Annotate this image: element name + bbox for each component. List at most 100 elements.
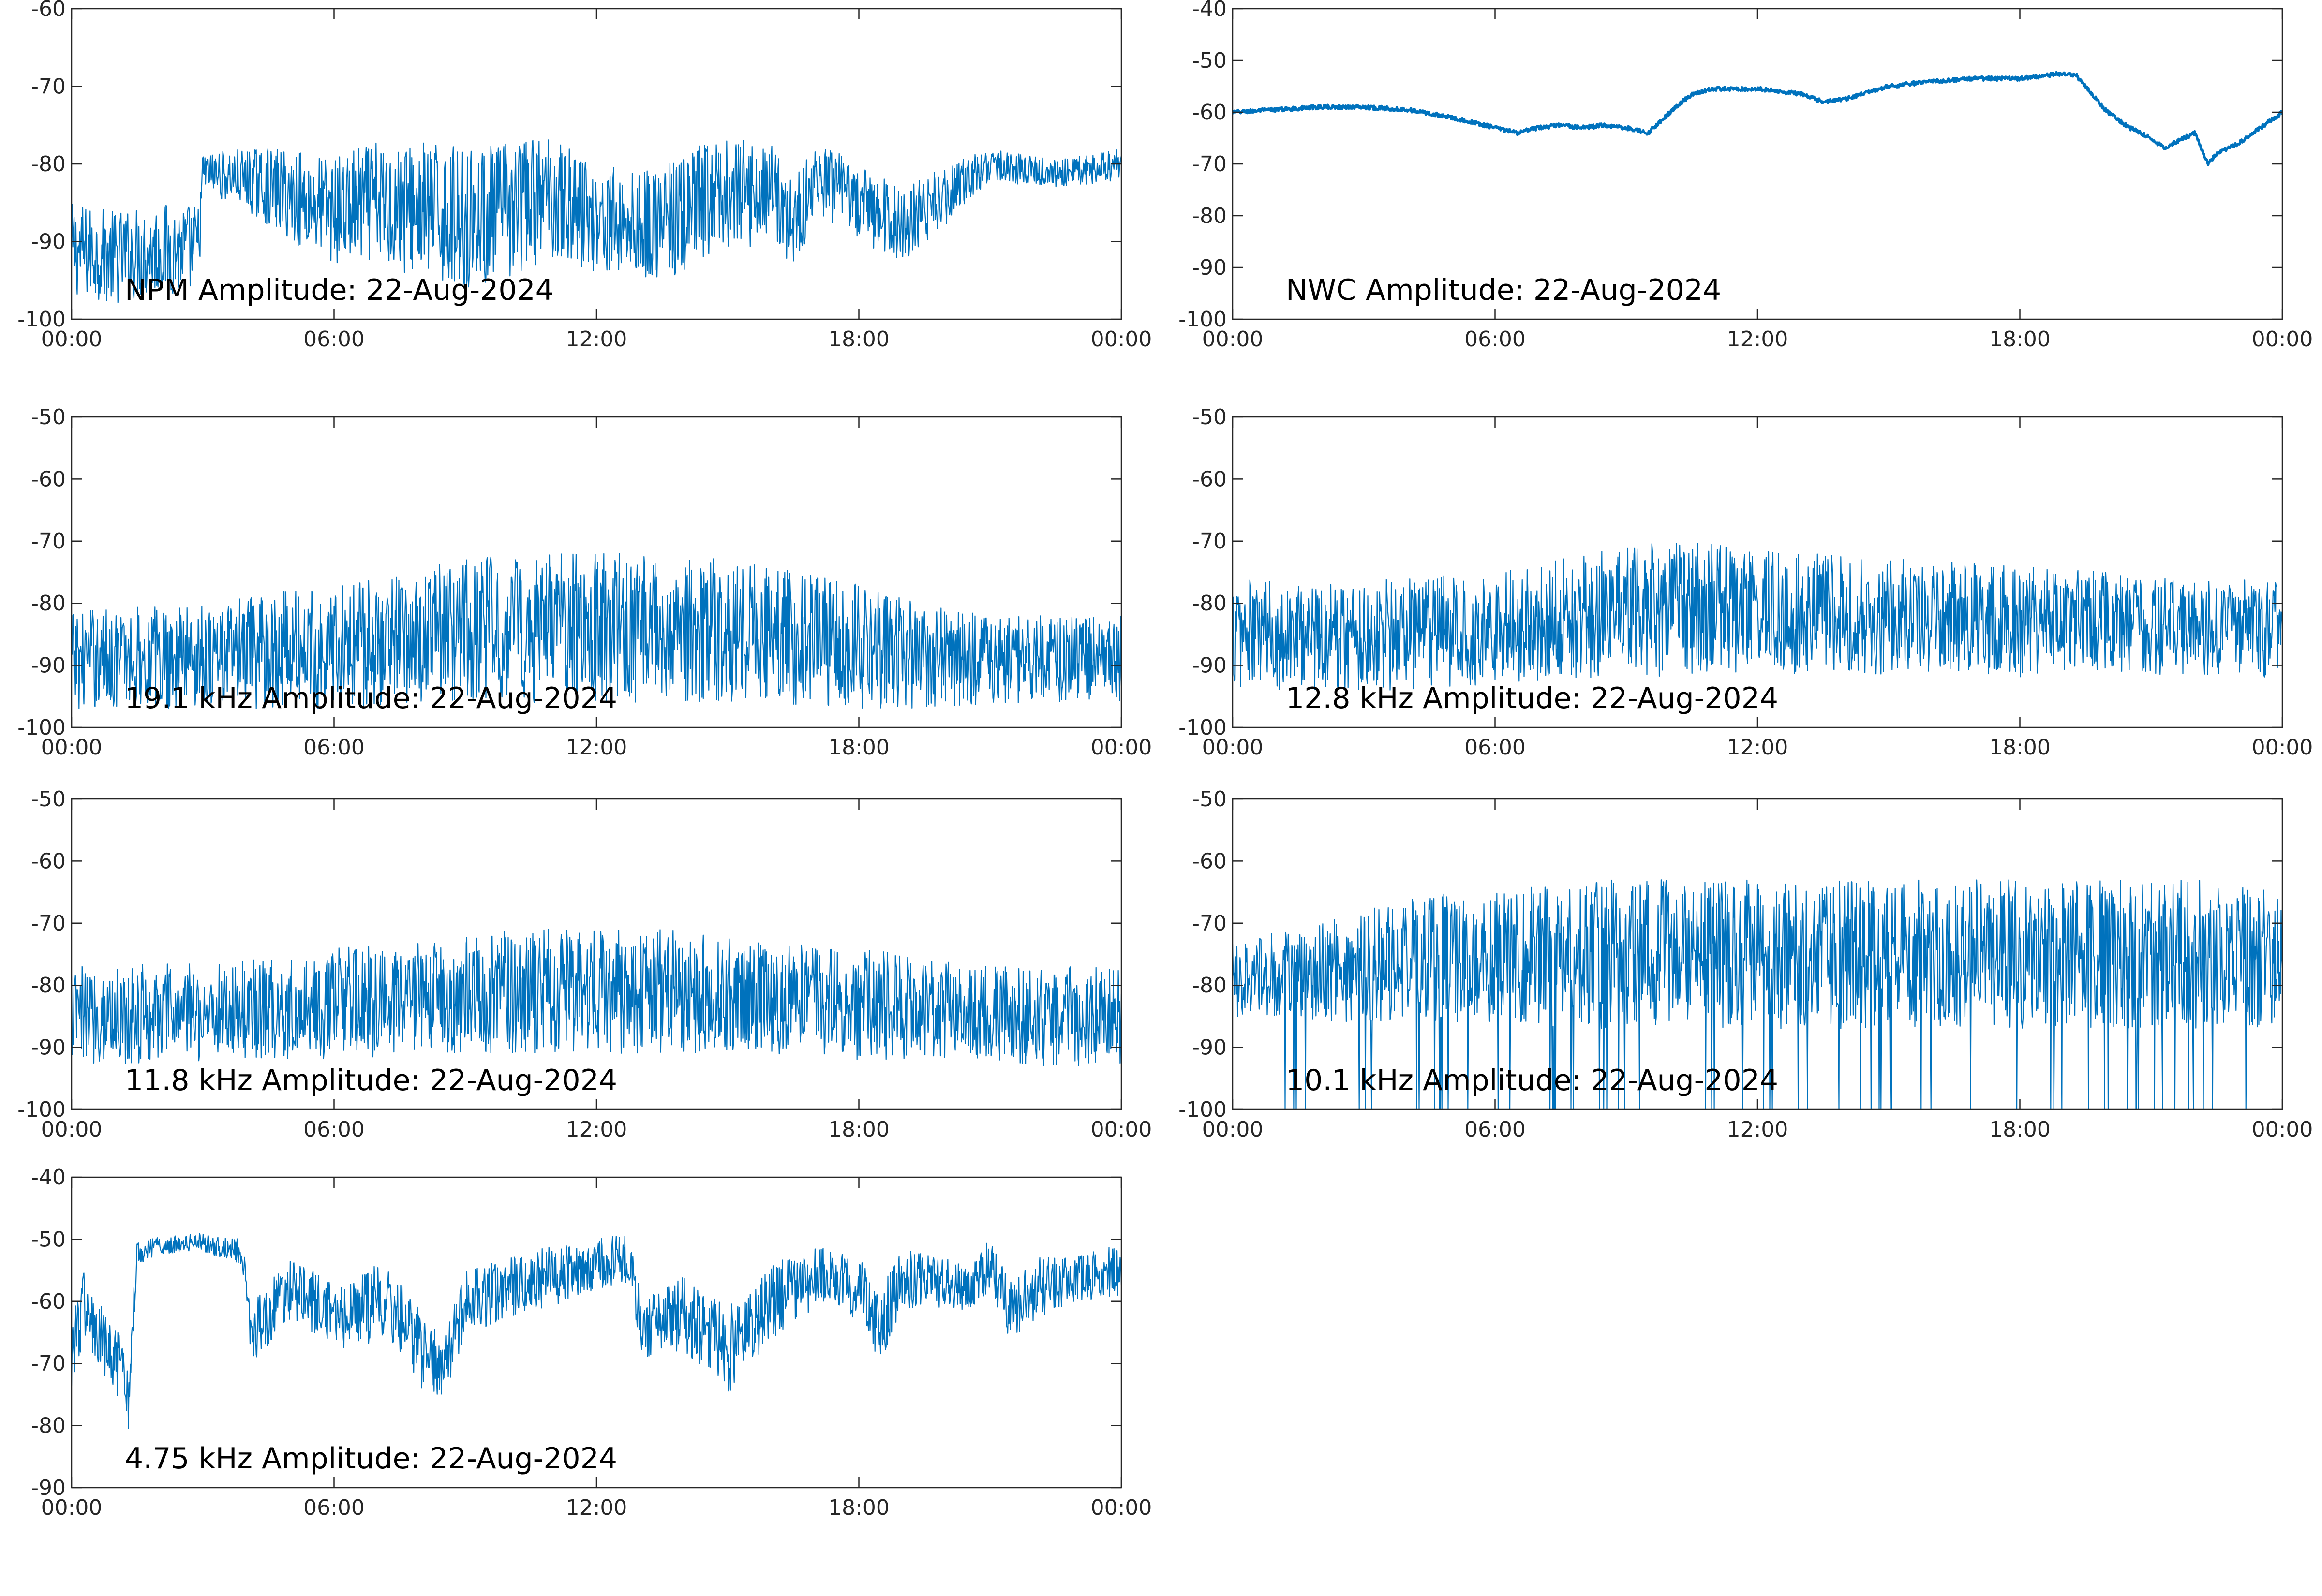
ytick-label: -50 xyxy=(1192,405,1227,429)
xtick-label: 18:00 xyxy=(1989,327,2051,352)
xtick-label: 00:00 xyxy=(41,1117,103,1142)
xtick-label: 00:00 xyxy=(1091,735,1152,760)
xtick-label: 00:00 xyxy=(41,735,103,760)
xtick-label: 00:00 xyxy=(41,327,103,352)
xtick-label: 12:00 xyxy=(566,1495,627,1520)
ytick-label: -80 xyxy=(31,591,66,616)
series-line-4-75-khz xyxy=(71,1233,1122,1429)
xtick-label: 06:00 xyxy=(1464,735,1526,760)
xtick-label: 00:00 xyxy=(1091,1495,1152,1520)
series-line-12-8-khz xyxy=(1232,543,2283,691)
ytick-label: -50 xyxy=(31,1227,66,1252)
xtick-label: 18:00 xyxy=(828,1495,890,1520)
xtick-label: 06:00 xyxy=(303,1495,365,1520)
ytick-label: -90 xyxy=(1192,1035,1227,1060)
chart-title-4-75-khz: 4.75 kHz Amplitude: 22-Aug-2024 xyxy=(125,1442,617,1476)
xtick-label: 00:00 xyxy=(41,1495,103,1520)
chart-panel-nwc: -40 -50 -60 -70 -80 -90 -100 00:00 06:00 12:00 18:… xyxy=(1161,0,2322,368)
xtick-label: 12:00 xyxy=(566,1117,627,1142)
chart-title-12-8-khz: 12.8 kHz Amplitude: 22-Aug-2024 xyxy=(1286,681,1778,715)
ytick-label: -40 xyxy=(31,1165,66,1190)
xtick-label: 06:00 xyxy=(303,327,365,352)
ytick-label: -60 xyxy=(31,467,66,491)
xtick-label: 12:00 xyxy=(1727,327,1788,352)
ytick-label: -50 xyxy=(31,405,66,429)
ytick-label: -70 xyxy=(31,529,66,554)
xtick-label: 00:00 xyxy=(2252,735,2313,760)
ytick-label: -80 xyxy=(1192,591,1227,616)
ytick-label: -50 xyxy=(1192,787,1227,812)
xtick-label: 12:00 xyxy=(1727,1117,1788,1142)
series-line-10-1-khz xyxy=(1232,879,2283,1110)
xtick-label: 12:00 xyxy=(1727,735,1788,760)
ytick-label: -100 xyxy=(1178,715,1227,740)
ytick-label: -100 xyxy=(17,715,66,740)
chart-panel-4-75-khz: -40 -50 -60 -70 -80 -90 00:00 06:00 12:00 18:00 00… xyxy=(0,1161,1152,1538)
xtick-label: 00:00 xyxy=(2252,327,2313,352)
ytick-label: -90 xyxy=(31,653,66,678)
ytick-label: -60 xyxy=(1192,849,1227,873)
ytick-label: -100 xyxy=(17,307,66,332)
ytick-label: -90 xyxy=(1192,255,1227,280)
ytick-label: -60 xyxy=(1192,100,1227,125)
ytick-label: -60 xyxy=(31,849,66,873)
ytick-label: -90 xyxy=(31,230,66,254)
xtick-label: 06:00 xyxy=(1464,1117,1526,1142)
chart-panel-12-8-khz: -50 -60 -70 -80 -90 -100 00:00 06:00 12:00 18:00 0… xyxy=(1161,397,2322,764)
chart-title-19-1-khz: 19.1 kHz Amplitude: 22-Aug-2024 xyxy=(125,681,617,715)
axes-box-nwc xyxy=(1232,8,2283,320)
xtick-label: 18:00 xyxy=(828,1117,890,1142)
series-line-nwc xyxy=(1231,71,2284,166)
ytick-label: -60 xyxy=(31,1289,66,1314)
series-line-npm xyxy=(71,139,1122,303)
chart-panel-npm: -60 -70 -80 -90 -100 00:00 06:00 12:00 18:00 00:0… xyxy=(0,0,1152,368)
xtick-label: 00:00 xyxy=(1202,1117,1264,1142)
ytick-label: -70 xyxy=(31,911,66,936)
ytick-label: -50 xyxy=(31,787,66,812)
ytick-label: -70 xyxy=(31,74,66,99)
ytick-label: -100 xyxy=(17,1097,66,1122)
ytick-label: -90 xyxy=(31,1035,66,1060)
chart-title-npm: NPM Amplitude: 22-Aug-2024 xyxy=(125,273,554,307)
chart-title-11-8-khz: 11.8 kHz Amplitude: 22-Aug-2024 xyxy=(125,1064,617,1097)
xtick-label: 00:00 xyxy=(2252,1117,2313,1142)
ytick-label: -80 xyxy=(1192,973,1227,998)
ytick-label: -40 xyxy=(1192,0,1227,21)
ytick-label: -90 xyxy=(1192,653,1227,678)
xtick-label: 06:00 xyxy=(1464,327,1526,352)
ytick-label: -100 xyxy=(1178,307,1227,332)
xtick-label: 18:00 xyxy=(1989,735,2051,760)
ytick-label: -80 xyxy=(31,152,66,177)
ytick-label: -50 xyxy=(1192,48,1227,73)
ytick-label: -70 xyxy=(1192,152,1227,177)
ytick-label: -80 xyxy=(31,1414,66,1438)
ytick-label: -80 xyxy=(31,973,66,998)
ytick-label: -70 xyxy=(31,1351,66,1376)
series-line-11-8-khz xyxy=(71,929,1122,1066)
series-line-19-1-khz xyxy=(71,553,1122,709)
ytick-label: -60 xyxy=(31,0,66,21)
axes-box-11-8-khz xyxy=(71,798,1122,1110)
ytick-label: -100 xyxy=(1178,1097,1227,1122)
ytick-label: -70 xyxy=(1192,911,1227,936)
chart-panel-19-1-khz: -50 -60 -70 -80 -90 -100 00:00 06:00 12:00 18:00 0… xyxy=(0,397,1152,764)
xtick-label: 12:00 xyxy=(566,735,627,760)
chart-title-nwc: NWC Amplitude: 22-Aug-2024 xyxy=(1286,273,1721,307)
ytick-label: -90 xyxy=(31,1476,66,1500)
ytick-label: -70 xyxy=(1192,529,1227,554)
xtick-label: 06:00 xyxy=(303,1117,365,1142)
xtick-label: 18:00 xyxy=(828,735,890,760)
xtick-label: 18:00 xyxy=(1989,1117,2051,1142)
chart-panel-10-1-khz: -50 -60 -70 -80 -90 -100 00:00 06:00 12:00 18:00 0… xyxy=(1161,783,2322,1151)
xtick-label: 00:00 xyxy=(1202,327,1264,352)
axes-box-4-75-khz xyxy=(71,1176,1122,1489)
xtick-label: 12:00 xyxy=(566,327,627,352)
xtick-label: 00:00 xyxy=(1091,1117,1152,1142)
